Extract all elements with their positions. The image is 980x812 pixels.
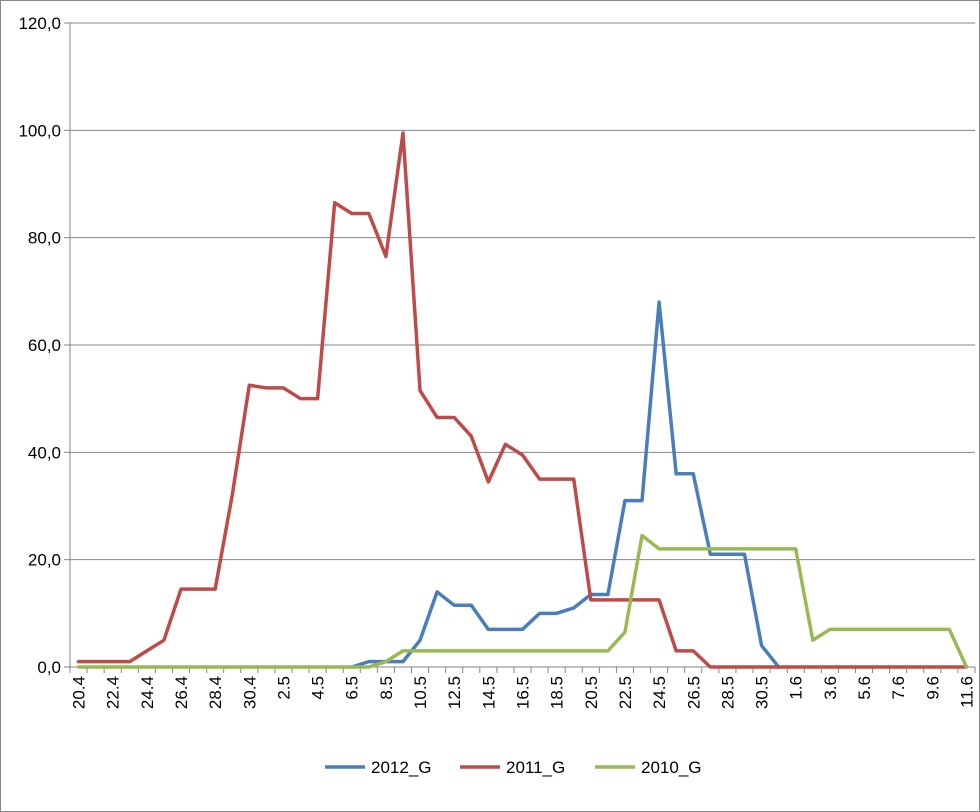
legend-label: 2012_G: [371, 758, 432, 777]
x-tick-label: 30.5: [753, 676, 772, 709]
x-tick-label: 8.5: [377, 676, 396, 700]
y-axis-tick-labels: 0,0 20,0 40,0 60,0 80,0 100,0 120,0: [18, 14, 61, 677]
x-tick-label: 2.5: [274, 676, 293, 700]
x-tick-label: 26.4: [172, 676, 191, 709]
series-line-2012-g: [350, 300, 781, 669]
x-tick-label: 28.5: [718, 676, 737, 709]
legend-label: 2011_G: [506, 758, 565, 777]
y-tick-label: 40,0: [28, 443, 61, 462]
x-tick-label: 11.6: [957, 676, 976, 708]
x-tick-label: 24.4: [138, 676, 157, 709]
y-tick-label: 80,0: [28, 229, 61, 248]
x-tick-label: 5.6: [855, 676, 874, 700]
y-tick-label: 0,0: [37, 658, 61, 677]
x-tick-label: 16.5: [514, 676, 533, 709]
x-tick-label: 18.5: [548, 676, 567, 709]
x-tick-label: 12.5: [445, 676, 464, 709]
x-tick-label: 20.4: [70, 676, 89, 709]
x-tick-label: 28.4: [206, 676, 225, 709]
x-tick-label: 4.5: [309, 676, 328, 700]
y-tick-label: 100,0: [18, 121, 61, 140]
y-tick-label: 60,0: [28, 336, 61, 355]
series-line-2010-g: [76, 533, 969, 669]
series-line-2011-g: [76, 131, 969, 669]
series-lines: [76, 131, 969, 669]
x-tick-label: 7.6: [889, 676, 908, 700]
x-tick-label: 14.5: [479, 676, 498, 709]
x-tick-label: 22.5: [616, 676, 635, 709]
x-tick-label: 20.5: [582, 676, 601, 709]
x-tick-label: 22.4: [104, 676, 123, 709]
x-tick-label: 24.5: [650, 676, 669, 709]
grid-lines: [70, 22, 975, 561]
x-tick-label: 3.6: [821, 676, 840, 700]
x-tick-label: 26.5: [684, 676, 703, 709]
x-tick-label: 9.6: [923, 676, 942, 700]
x-axis-tick-labels: 20.4 22.4 24.4 26.4 28.4 30.4 2.5 4.5 6.5 8.5 10.5…: [70, 676, 977, 709]
y-tick-label: 120,0: [18, 14, 61, 33]
y-tick-label: 20,0: [28, 551, 61, 570]
x-tick-label: 6.5: [343, 676, 362, 700]
axes: [64, 22, 976, 673]
x-tick-label: 10.5: [411, 676, 430, 709]
legend: 2012_G 2011_G 2010_G: [325, 758, 702, 777]
x-tick-label: 1.6: [787, 676, 806, 700]
legend-label: 2010_G: [641, 758, 702, 777]
x-tick-label: 30.4: [240, 676, 259, 709]
